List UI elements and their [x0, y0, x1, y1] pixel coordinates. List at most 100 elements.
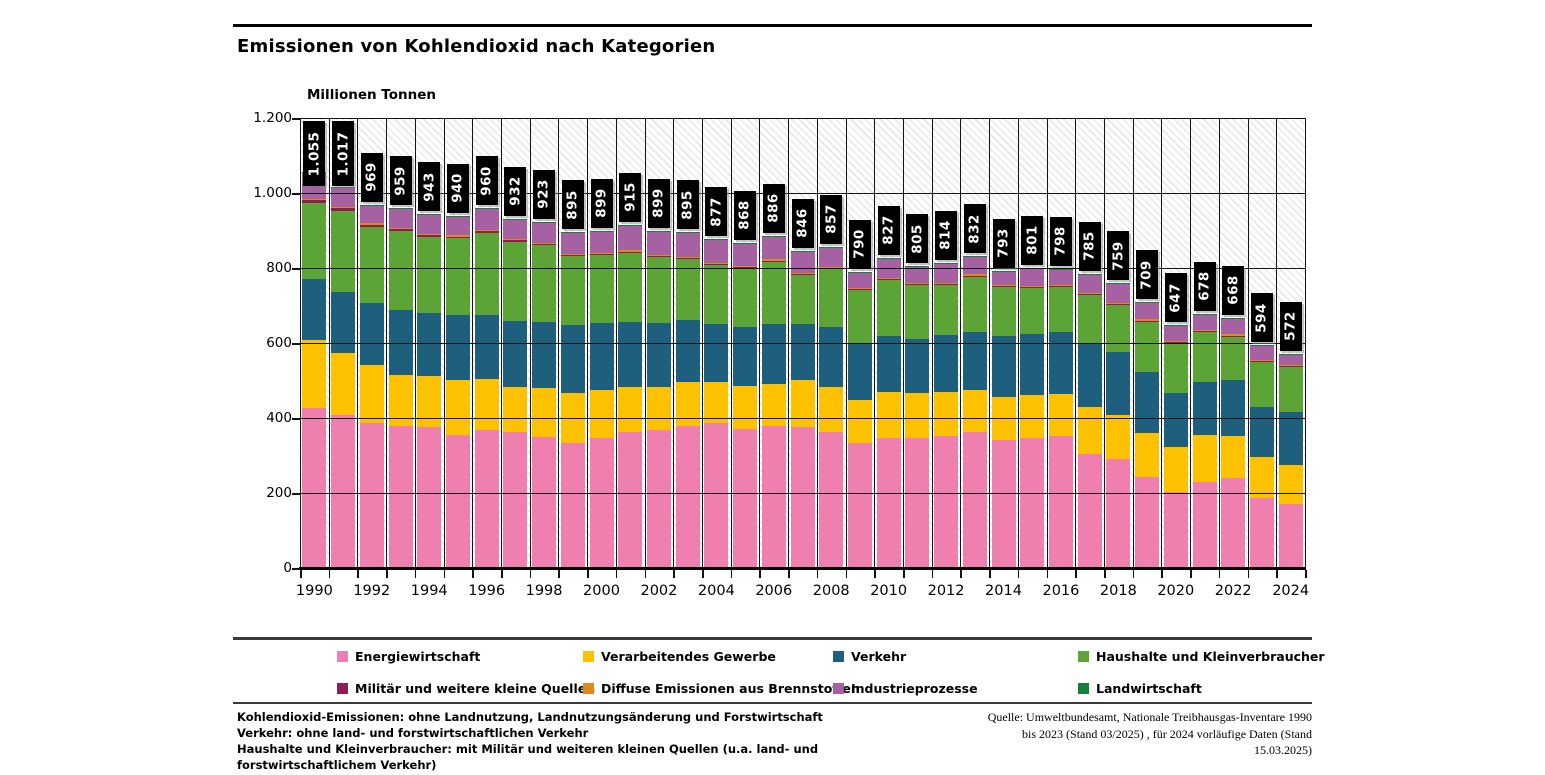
bar-segment-haushalte-und-kleinverbraucher-2014	[991, 287, 1016, 336]
bar-segment-diffuse-emissionen-aus-brennstoffen-2016	[1048, 284, 1073, 286]
bar-segment-diffuse-emissionen-aus-brennstoffen-1996	[474, 230, 499, 232]
bar-segment-industrieprozesse-2006	[761, 236, 786, 260]
bar-segment-militaer-und-weitere-kleine-quellen-2023	[1249, 360, 1274, 362]
bar-segment-landwirtschaft-1993	[388, 208, 413, 210]
bar-segment-verarbeitendes-gewerbe-1995	[445, 380, 470, 435]
footnote-line-3: Haushalte und Kleinverbraucher: mit Mili…	[237, 742, 819, 756]
x-tick-label-2014: 2014	[985, 583, 1022, 599]
bar-segment-energiewirtschaft-1995	[445, 434, 470, 568]
bar-segment-militaer-und-weitere-kleine-quellen-2015	[1020, 287, 1045, 289]
source-attribution: Quelle: Umweltbundesamt, Nationale Treib…	[942, 709, 1312, 759]
x-axis-tick	[1276, 569, 1278, 578]
y-axis-tick	[292, 568, 300, 570]
total-label-text: 895	[564, 190, 581, 220]
x-axis-tick	[414, 569, 417, 578]
gridline-vertical	[1132, 118, 1134, 568]
bar-segment-industrieprozesse-2008	[819, 247, 844, 267]
bar-segment-energiewirtschaft-2006	[761, 425, 786, 568]
total-label-text: 857	[823, 204, 840, 234]
total-label-text: 790	[851, 229, 868, 259]
bar-segment-landwirtschaft-2004	[704, 239, 729, 240]
bar-segment-militaer-und-weitere-kleine-quellen-2013	[962, 275, 987, 277]
gridline-vertical	[989, 118, 991, 568]
x-axis-tick	[1046, 569, 1049, 578]
x-axis-tick	[960, 569, 962, 578]
bar-segment-industrieprozesse-2018	[1106, 284, 1131, 303]
x-tick-label-1990: 1990	[295, 583, 333, 599]
bar-segment-industrieprozesse-1998	[532, 222, 557, 243]
legend-item-verkehr: Verkehr	[833, 649, 906, 664]
bar-segment-militaer-und-weitere-kleine-quellen-2001	[618, 251, 643, 253]
bar-segment-diffuse-emissionen-aus-brennstoffen-2005	[733, 265, 758, 267]
bar-segment-landwirtschaft-2010	[876, 257, 901, 259]
gridline-vertical	[501, 118, 502, 568]
bar-segment-energiewirtschaft-2001	[618, 431, 643, 568]
total-label-2002: 899	[647, 178, 670, 228]
bar-segment-verarbeitendes-gewerbe-2004	[704, 382, 729, 424]
total-label-text: 814	[938, 220, 955, 250]
x-axis-tick	[845, 569, 848, 578]
bar-segment-industrieprozesse-1991	[331, 187, 356, 207]
bar-segment-energiewirtschaft-2023	[1249, 498, 1274, 568]
bar-segment-landwirtschaft-1996	[474, 208, 499, 209]
total-label-2004: 877	[705, 187, 728, 237]
bar-segment-verkehr-1997	[503, 320, 528, 387]
bar-segment-energiewirtschaft-2005	[733, 428, 758, 568]
x-tick-label-1998: 1998	[525, 583, 563, 599]
gridline-vertical	[1247, 118, 1249, 568]
bar-segment-verarbeitendes-gewerbe-2011	[905, 392, 930, 438]
total-label-1990: 1.055	[303, 121, 326, 186]
legend-swatch-diffuse-emissionen-aus-brennstoffen	[583, 682, 594, 694]
gridline-vertical	[673, 118, 675, 568]
total-label-2010: 827	[877, 205, 900, 255]
bar-segment-energiewirtschaft-2016	[1048, 436, 1073, 568]
total-label-text: 960	[478, 165, 495, 196]
bar-segment-verarbeitendes-gewerbe-1992	[359, 365, 384, 424]
legend-item-militaer-und-weitere-kleine-quellen: Militär und weitere kleine Quellen	[337, 681, 595, 696]
bar-segment-verarbeitendes-gewerbe-1996	[474, 379, 499, 430]
bar-segment-diffuse-emissionen-aus-brennstoffen-1994	[417, 233, 442, 235]
gridline-vertical	[1218, 118, 1220, 568]
bar-segment-haushalte-und-kleinverbraucher-1994	[417, 236, 442, 314]
total-label-2007: 846	[791, 198, 814, 248]
gridline-horizontal	[300, 118, 1305, 119]
bar-segment-haushalte-und-kleinverbraucher-2007	[790, 275, 815, 324]
gridline-vertical	[300, 118, 301, 568]
footnotes: Kohlendioxid-Emissionen: ohne Landnutzun…	[237, 709, 927, 773]
bar-segment-militaer-und-weitere-kleine-quellen-2003	[675, 257, 700, 259]
bar-segment-energiewirtschaft-2021	[1192, 481, 1217, 568]
bar-segment-verkehr-2016	[1048, 331, 1073, 395]
legend-swatch-verkehr	[833, 650, 844, 662]
bar-segment-verarbeitendes-gewerbe-2012	[934, 391, 959, 437]
total-label-text: 943	[421, 172, 438, 202]
bar-segment-haushalte-und-kleinverbraucher-2009	[847, 289, 872, 344]
total-label-text: 1.017	[335, 131, 352, 176]
x-axis-tick	[816, 569, 819, 578]
bar-segment-verarbeitendes-gewerbe-2016	[1048, 394, 1073, 437]
bar-segment-militaer-und-weitere-kleine-quellen-1996	[474, 231, 499, 234]
bar-segment-energiewirtschaft-1999	[560, 442, 585, 568]
gridline-horizontal	[300, 493, 1305, 494]
bar-segment-landwirtschaft-2021	[1192, 313, 1217, 315]
total-label-text: 940	[449, 173, 466, 203]
x-axis-tick	[730, 569, 733, 578]
bar-segment-industrieprozesse-2021	[1192, 314, 1217, 330]
total-label-2011: 805	[906, 214, 929, 264]
bar-segment-diffuse-emissionen-aus-brennstoffen-2006	[761, 259, 786, 261]
total-label-text: 899	[650, 188, 667, 219]
bar-segment-militaer-und-weitere-kleine-quellen-2019	[1135, 320, 1160, 322]
bar-segment-diffuse-emissionen-aus-brennstoffen-2010	[876, 277, 901, 279]
bar-segment-verarbeitendes-gewerbe-2002	[646, 386, 671, 430]
total-label-text: 1.055	[306, 131, 323, 176]
bar-segment-militaer-und-weitere-kleine-quellen-2014	[991, 286, 1016, 288]
total-label-1996: 960	[475, 156, 498, 205]
bar-segment-industrieprozesse-1995	[445, 216, 470, 236]
x-tick-label-1992: 1992	[353, 583, 391, 599]
legend-item-diffuse-emissionen-aus-brennstoffen: Diffuse Emissionen aus Brennstoffen	[583, 681, 860, 696]
bar-segment-industrieprozesse-1997	[503, 219, 528, 240]
bar-segment-verarbeitendes-gewerbe-2018	[1106, 415, 1131, 459]
gridline-vertical	[1276, 118, 1278, 568]
bar-segment-verarbeitendes-gewerbe-2022	[1221, 436, 1246, 479]
legend-swatch-industrieprozesse	[833, 682, 844, 694]
y-tick-label: 1.000	[253, 185, 292, 201]
